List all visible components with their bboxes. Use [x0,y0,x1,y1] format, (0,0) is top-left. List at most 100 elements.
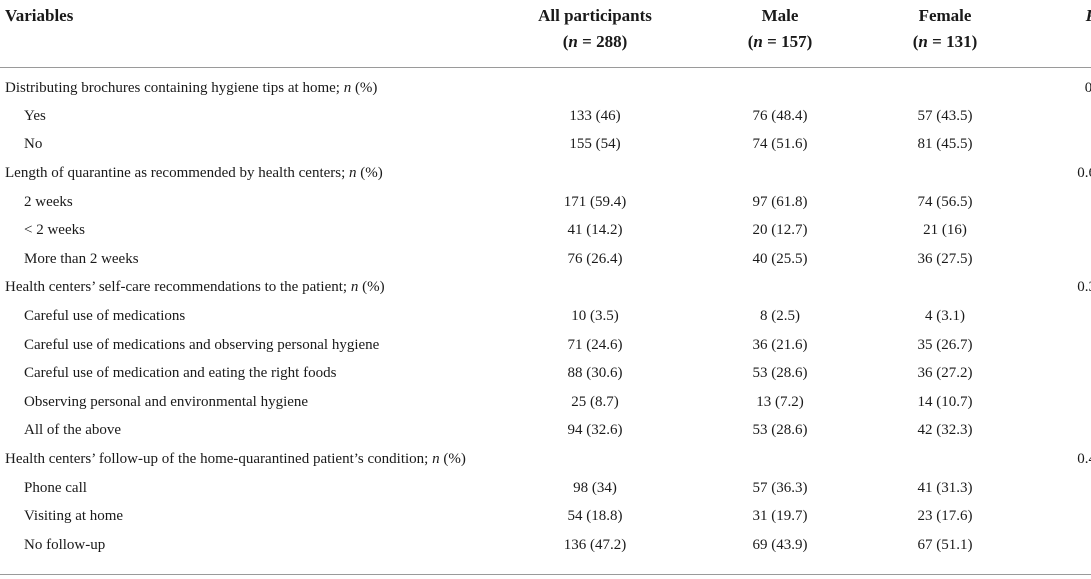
cell-p-value [1035,359,1091,388]
cell-male: 40 (25.5) [752,250,808,267]
cell-all-participants: 171 (59.4) [563,193,627,210]
cell-all-participants [485,273,705,302]
cell-p-value [1035,216,1091,245]
header-female: Female (n = 131) [855,0,1035,67]
cell-male: 97 (61.8) [752,193,808,210]
label-text: Phone call [24,479,87,496]
equals-sign: = [762,32,782,51]
cell-p-value [1035,302,1091,331]
header-female-label: Female [918,6,972,25]
cell-p-value [1035,387,1091,416]
n-symbol: n [918,32,928,51]
cell-female: 14 (10.7) [917,393,973,410]
header-female-n: (n = 131) [912,32,978,51]
cell-male: 53 (28.6) [752,422,808,439]
cell-female: 57 (43.5) [917,107,973,124]
header-all-n-value: 288 [596,32,622,51]
table-row: Observing personal and environmental hyg… [0,387,1091,416]
cell-female: 4 (3.1) [925,307,965,324]
label-text: Health centers’ self-care recommendation… [5,279,351,296]
header-all-n: (n = 288) [562,32,628,51]
table-row: < 2 weeks 41 (14.2) 20 (12.7) 21 (16) [0,216,1091,245]
header-all-label: All participants [538,6,652,25]
row-label: < 2 weeks [0,216,485,245]
cell-male [705,67,855,102]
header-p-value: P [1035,0,1091,67]
label-text: Careful use of medications [24,307,186,324]
cell-all-participants: 98 (34) [573,479,617,496]
table-row: Yes 133 (46) 76 (48.4) 57 (43.5) [0,102,1091,131]
label-text: Careful use of medication and eating the… [24,365,337,382]
row-label: Careful use of medications and observing… [0,330,485,359]
table-row: Careful use of medications and observing… [0,330,1091,359]
cell-male [705,273,855,302]
n-symbol: n [350,279,359,296]
cell-all-participants: 10 (3.5) [571,307,619,324]
header-male-n: (n = 157) [747,32,813,51]
percent-suffix: (%) [356,164,383,181]
cell-male: 8 (2.5) [760,307,800,324]
row-label: 2 weeks [0,187,485,216]
section-label: Length of quarantine as recommended by h… [0,159,485,188]
label-text: Health centers’ follow-up of the home-qu… [5,450,433,467]
header-female-n-value: 131 [946,32,972,51]
percent-suffix: (%) [351,79,378,96]
row-label: Yes [0,102,485,131]
cell-p-value: 0.23 [1084,79,1091,96]
cell-p-value [1035,102,1091,131]
cell-male: 74 (51.6) [752,136,808,153]
cell-female [855,445,1035,474]
header-row: Variables All participants (n = 288) Mal… [0,0,1091,67]
row-label: More than 2 weeks [0,244,485,273]
label-text: Yes [24,107,46,124]
table-body: Distributing brochures containing hygien… [0,67,1091,559]
cell-female [855,159,1035,188]
cell-all-participants: 41 (14.2) [567,222,623,239]
row-label: Visiting at home [0,502,485,531]
cell-male: 53 (28.6) [752,365,808,382]
row-label: All of the above [0,416,485,445]
cell-male: 36 (21.6) [752,336,808,353]
cell-male [705,445,855,474]
cell-female: 74 (56.5) [917,193,973,210]
cell-p-value [1035,416,1091,445]
n-symbol: n [343,79,352,96]
cell-male [705,159,855,188]
label-text: Distributing brochures containing hygien… [5,79,344,96]
cell-p-value [1035,530,1091,559]
cell-all-participants: 136 (47.2) [563,536,627,553]
section-label: Distributing brochures containing hygien… [0,67,485,102]
percent-suffix: (%) [439,450,466,467]
cell-all-participants: 71 (24.6) [567,336,623,353]
percent-suffix: (%) [358,279,385,296]
label-text: Visiting at home [24,508,124,525]
table-row: 2 weeks 171 (59.4) 97 (61.8) 74 (56.5) [0,187,1091,216]
cell-all-participants [485,67,705,102]
cell-female: 41 (31.3) [917,479,973,496]
table-row: Careful use of medications 10 (3.5) 8 (2.5… [0,302,1091,331]
row-label: Observing personal and environmental hyg… [0,387,485,416]
table-row: No follow-up 136 (47.2) 69 (43.9) 67 (51.1) [0,530,1091,559]
cell-female: 21 (16) [923,222,967,239]
header-all-participants: All participants (n = 288) [485,0,705,67]
cell-male: 31 (19.7) [752,508,808,525]
row-label: Phone call [0,473,485,502]
label-text: < 2 weeks [24,222,85,239]
cell-all-participants [485,159,705,188]
header-variables: Variables [5,6,74,25]
label-text: No [24,136,43,153]
table-row: Careful use of medication and eating the… [0,359,1091,388]
label-text: No follow-up [24,536,106,553]
table-row: No 155 (54) 74 (51.6) 81 (45.5) [0,130,1091,159]
section-row: Health centers’ follow-up of the home-qu… [0,445,1091,474]
table-header: Variables All participants (n = 288) Mal… [0,0,1091,67]
section-row: Distributing brochures containing hygien… [0,67,1091,102]
cell-female: 36 (27.2) [917,365,973,382]
cell-male: 20 (12.7) [752,222,808,239]
equals-sign: = [927,32,947,51]
cell-female: 81 (45.5) [917,136,973,153]
equals-sign: = [577,32,597,51]
cell-all-participants: 88 (30.6) [567,365,623,382]
n-symbol: n [568,32,578,51]
